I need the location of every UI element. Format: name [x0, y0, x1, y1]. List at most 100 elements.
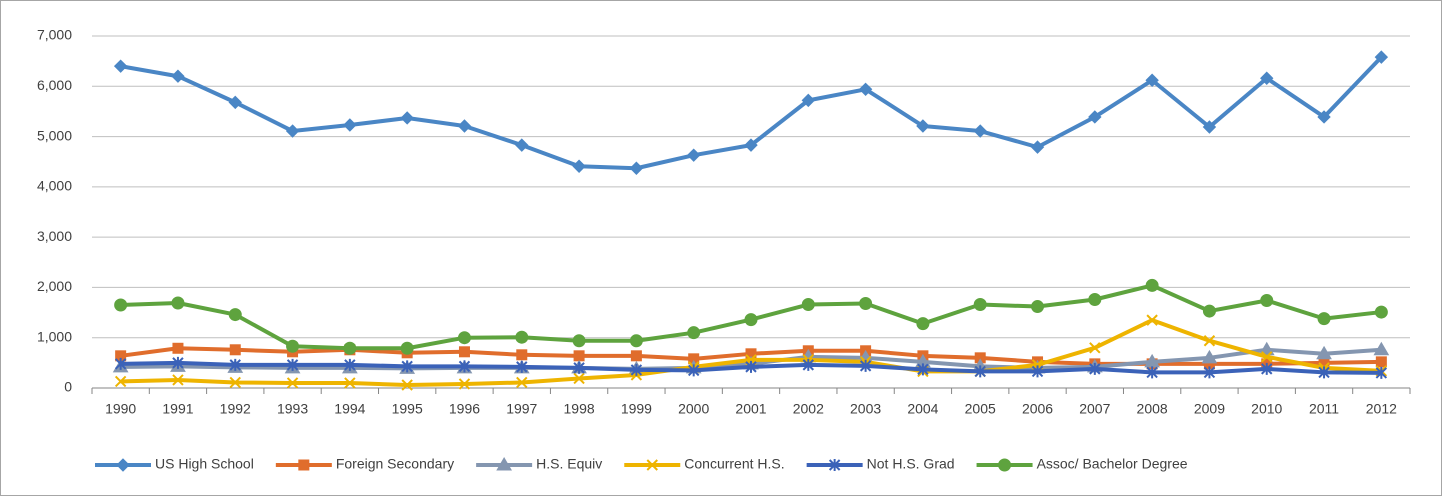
marker — [859, 297, 873, 311]
marker — [458, 378, 471, 390]
marker — [343, 118, 357, 132]
x-tick-label: 2010 — [1251, 401, 1282, 417]
marker — [114, 357, 127, 370]
y-tick-label: 1,000 — [37, 328, 72, 344]
marker — [172, 374, 184, 386]
marker — [916, 317, 930, 331]
marker — [1201, 349, 1218, 364]
marker — [572, 334, 586, 348]
marker — [1031, 300, 1045, 314]
marker — [629, 334, 643, 348]
marker — [1316, 345, 1332, 360]
marker — [286, 377, 299, 389]
y-tick-label: 4,000 — [37, 178, 72, 194]
marker — [1260, 294, 1274, 308]
marker — [801, 298, 815, 312]
marker — [516, 360, 528, 373]
series — [114, 356, 1388, 379]
marker — [687, 326, 701, 340]
marker — [171, 296, 185, 310]
y-tick-label: 7,000 — [37, 27, 72, 43]
legend-label: Concurrent H.S. — [684, 456, 784, 472]
marker — [572, 159, 586, 173]
x-tick-label: 2005 — [965, 401, 996, 417]
x-tick-label: 2008 — [1137, 401, 1168, 417]
marker — [1202, 120, 1217, 134]
x-tick-label: 1993 — [277, 401, 308, 417]
marker — [343, 341, 357, 355]
x-tick-label: 1994 — [334, 401, 365, 417]
marker — [114, 298, 128, 312]
x-tick-label: 2003 — [850, 401, 881, 417]
marker — [515, 330, 529, 344]
legend-label: Foreign Secondary — [336, 456, 454, 472]
marker — [802, 358, 815, 371]
marker — [116, 458, 130, 472]
marker — [1375, 366, 1388, 379]
marker — [516, 376, 528, 389]
marker — [801, 93, 816, 108]
marker — [745, 360, 757, 373]
marker — [1146, 366, 1158, 379]
marker — [573, 350, 585, 362]
x-tick-label: 2004 — [907, 401, 938, 417]
marker — [228, 308, 242, 322]
x-tick-label: 1999 — [621, 401, 652, 417]
marker — [458, 360, 471, 373]
marker — [457, 331, 471, 345]
marker — [1261, 351, 1273, 363]
x-tick-label: 1992 — [220, 401, 251, 417]
marker — [286, 358, 299, 371]
marker — [858, 82, 873, 97]
y-tick-label: 5,000 — [37, 127, 72, 143]
marker — [401, 379, 413, 391]
marker — [1089, 342, 1101, 354]
legend-label: Assoc/ Bachelor Degree — [1037, 456, 1188, 472]
marker — [1089, 362, 1101, 375]
series — [113, 50, 1389, 175]
marker — [298, 459, 310, 471]
marker — [172, 342, 184, 354]
marker — [973, 298, 987, 312]
marker — [1202, 304, 1216, 318]
y-tick-label: 0 — [64, 379, 72, 395]
x-tick-label: 2009 — [1194, 401, 1225, 417]
marker — [1088, 292, 1102, 306]
marker — [573, 372, 585, 385]
marker — [458, 346, 470, 358]
marker — [400, 111, 414, 125]
x-tick-label: 1995 — [392, 401, 423, 417]
x-tick-label: 2006 — [1022, 401, 1053, 417]
marker — [1145, 73, 1159, 87]
marker — [973, 124, 987, 138]
marker — [916, 119, 930, 133]
marker — [629, 161, 644, 175]
marker — [400, 341, 414, 355]
x-tick-label: 2012 — [1366, 401, 1397, 417]
marker — [687, 364, 700, 377]
marker — [828, 459, 841, 471]
marker — [172, 356, 184, 369]
marker — [998, 458, 1012, 472]
marker — [686, 148, 701, 162]
marker — [630, 363, 643, 376]
y-tick-label: 3,000 — [37, 228, 72, 244]
x-tick-label: 1990 — [105, 401, 136, 417]
marker — [228, 95, 242, 110]
marker — [1030, 140, 1045, 154]
marker — [1373, 341, 1390, 356]
marker — [859, 359, 872, 372]
marker — [1374, 305, 1388, 319]
legend-label: Not H.S. Grad — [867, 456, 955, 472]
marker — [401, 360, 413, 373]
x-tick-label: 2000 — [678, 401, 709, 417]
marker — [1375, 356, 1387, 368]
y-tick-label: 2,000 — [37, 278, 72, 294]
marker — [171, 69, 185, 83]
marker — [1261, 362, 1273, 375]
marker — [113, 59, 128, 73]
marker — [1317, 110, 1331, 124]
marker — [974, 365, 986, 378]
marker — [229, 358, 241, 371]
